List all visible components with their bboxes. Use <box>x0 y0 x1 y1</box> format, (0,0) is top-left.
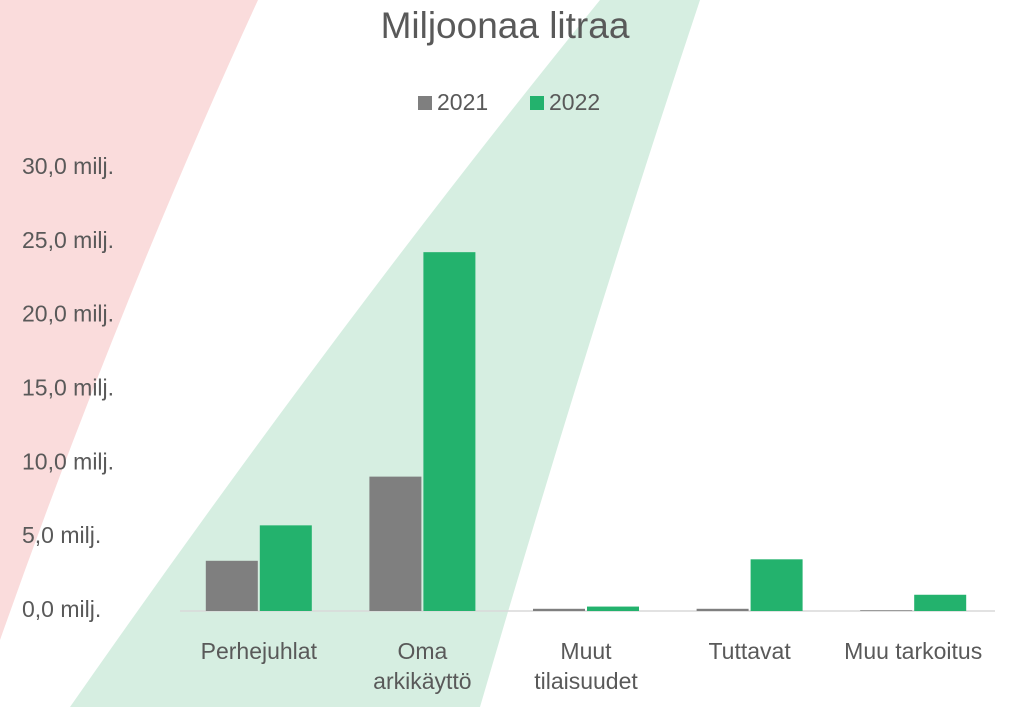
x-tick-label: Muu tarkoitus <box>844 638 983 664</box>
legend-swatch <box>530 96 544 110</box>
chart-title: Miljoonaa litraa <box>381 5 630 46</box>
bar <box>369 476 422 611</box>
y-tick-label: 5,0 milj. <box>22 522 101 548</box>
x-tick-label: Oma arkikäyttö <box>373 638 472 694</box>
y-tick-label: 30,0 milj. <box>22 153 114 179</box>
x-tick-label: Perhejuhlat <box>200 638 317 664</box>
bar <box>533 608 585 611</box>
background-pink <box>0 0 258 640</box>
background-green <box>70 0 700 707</box>
legend-label: 2021 <box>437 89 488 115</box>
y-tick-label: 15,0 milj. <box>22 375 114 401</box>
y-tick-label: 0,0 milj. <box>22 596 101 622</box>
x-tick-label: Muut tilaisuudet <box>534 638 638 694</box>
y-tick-label: 10,0 milj. <box>22 448 114 474</box>
y-tick-label: 25,0 milj. <box>22 227 114 253</box>
bar <box>914 594 967 611</box>
bar <box>750 559 803 611</box>
x-tick-label: Tuttavat <box>708 638 791 664</box>
bar <box>205 560 258 611</box>
bar <box>423 252 476 612</box>
legend-swatch <box>418 96 432 110</box>
legend-label: 2022 <box>549 89 600 115</box>
bar <box>860 610 913 611</box>
bar <box>259 525 312 611</box>
y-tick-label: 20,0 milj. <box>22 301 114 327</box>
bar <box>696 608 749 611</box>
bar <box>587 606 639 611</box>
